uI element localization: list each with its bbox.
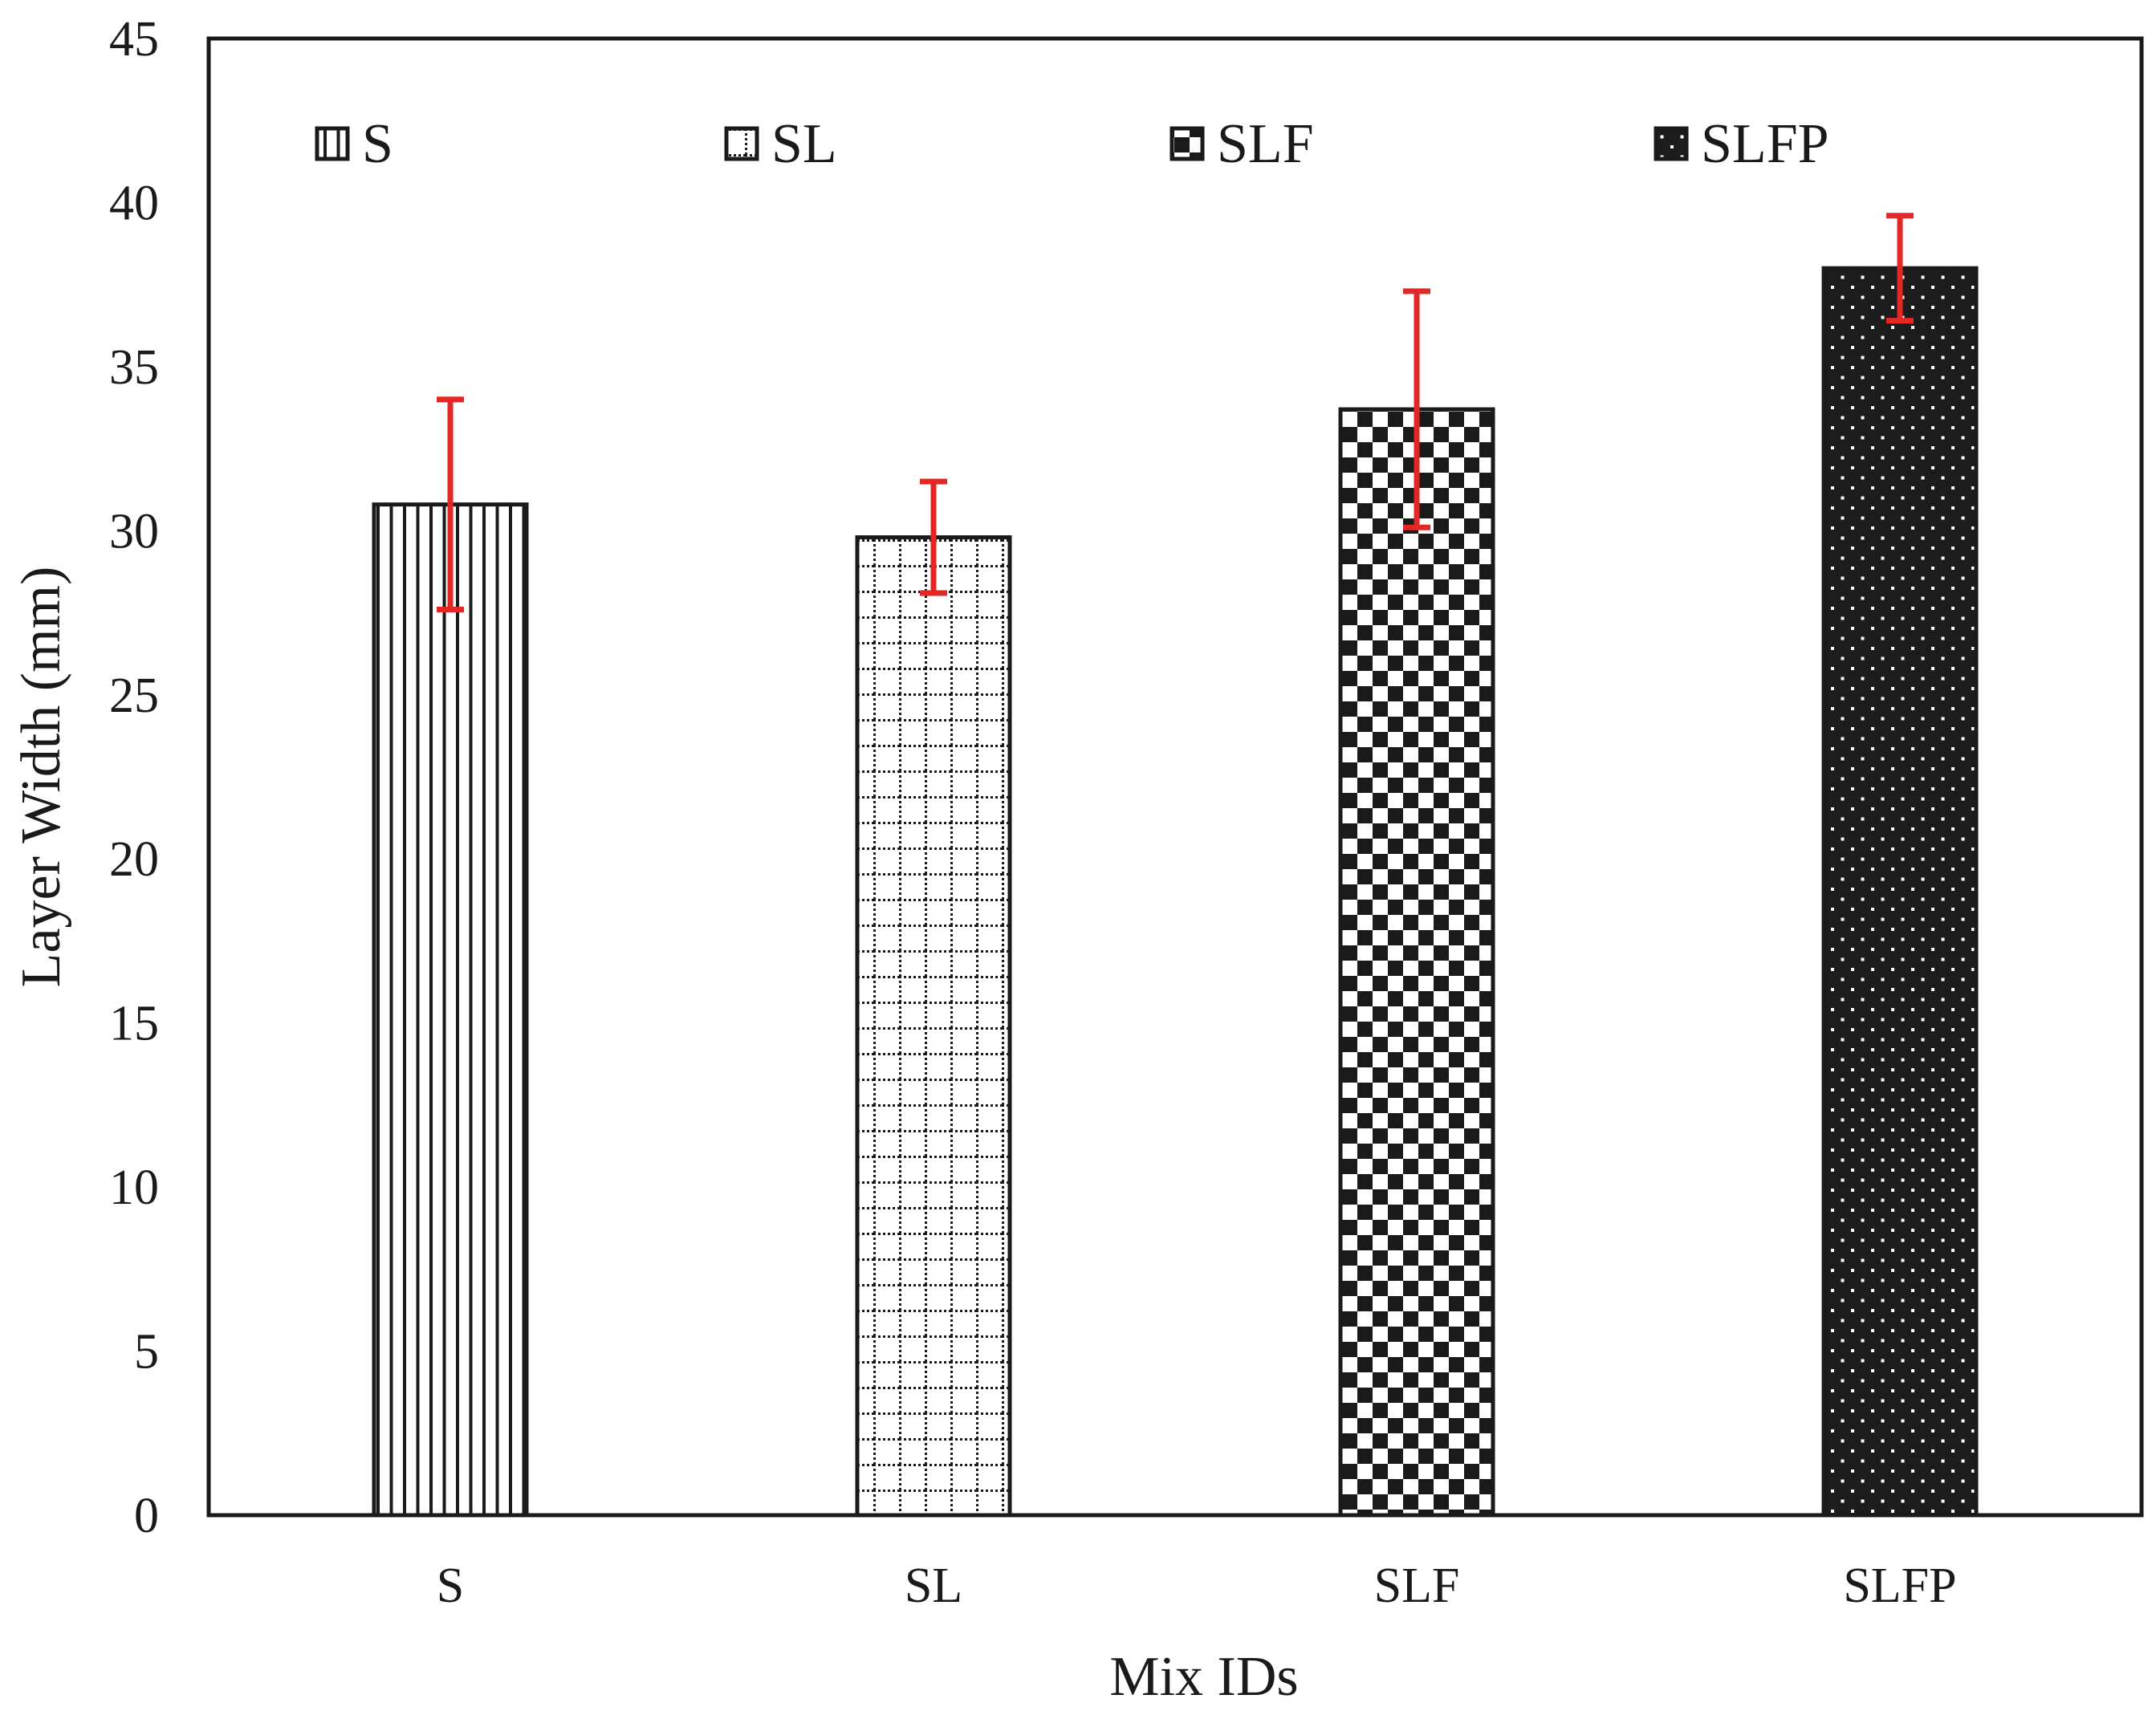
y-axis-title: Layer Width (mm) xyxy=(10,567,72,988)
y-axis-ticks: 0 5 10 15 20 25 30 35 40 45 xyxy=(109,12,159,1543)
y-tick-label: 5 xyxy=(134,1325,159,1380)
legend-swatch xyxy=(724,126,759,161)
y-tick-label: 20 xyxy=(109,832,159,887)
bars-group xyxy=(372,266,1979,1518)
legend-swatch xyxy=(1170,126,1205,161)
legend-item-s: S xyxy=(315,113,393,175)
legend: S SL SLF SLFP xyxy=(315,113,1829,175)
y-tick-label: 40 xyxy=(109,176,159,230)
x-tick-label: SLF xyxy=(1374,1559,1460,1613)
y-tick-label: 30 xyxy=(109,504,159,559)
x-tick-label: S xyxy=(437,1559,464,1613)
y-tick-label: 45 xyxy=(109,12,159,67)
bar-slfp xyxy=(1821,266,1979,1518)
error-bar-slf xyxy=(1403,288,1430,530)
bar-s xyxy=(372,502,529,1518)
legend-swatch xyxy=(1654,126,1689,161)
error-bar-s xyxy=(437,396,464,612)
x-axis-labels: S SL SLF SLFP xyxy=(437,1559,1957,1613)
legend-item-slf: SLF xyxy=(1170,113,1314,175)
plot-frame xyxy=(206,36,2144,1518)
y-tick-label: 0 xyxy=(134,1489,159,1543)
error-bar-slfp xyxy=(1886,213,1914,324)
x-tick-label: SL xyxy=(905,1559,962,1613)
legend-label: SL xyxy=(771,113,837,175)
legend-label: SLFP xyxy=(1701,113,1829,175)
bar-sl xyxy=(855,535,1012,1518)
x-axis-title: Mix IDs xyxy=(1109,1646,1298,1708)
y-tick-label: 25 xyxy=(109,669,159,723)
bar-slf xyxy=(1338,407,1495,1518)
legend-swatch xyxy=(315,126,350,161)
error-bars-group xyxy=(437,213,1914,612)
legend-item-sl: SL xyxy=(724,113,837,175)
y-tick-label: 35 xyxy=(109,340,159,395)
legend-label: SLF xyxy=(1217,113,1314,175)
y-tick-label: 10 xyxy=(109,1160,159,1215)
x-tick-label: SLFP xyxy=(1843,1559,1956,1613)
legend-label: S xyxy=(362,113,393,175)
error-bar-sl xyxy=(920,478,947,596)
y-tick-label: 15 xyxy=(109,997,159,1051)
legend-item-slfp: SLFP xyxy=(1654,113,1829,175)
